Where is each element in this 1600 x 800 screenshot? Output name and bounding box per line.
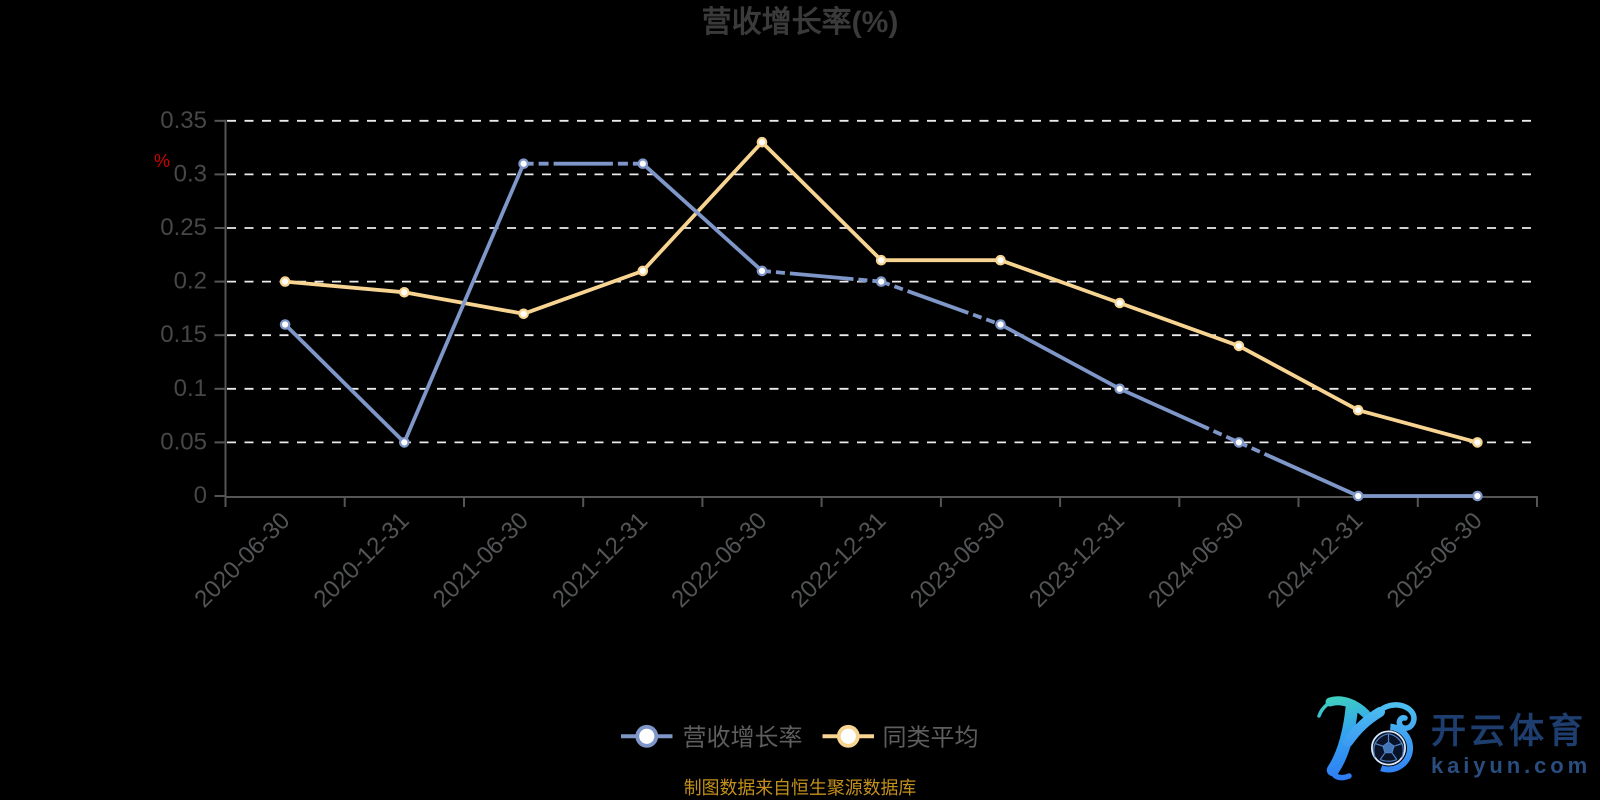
- svg-text:0.1: 0.1: [174, 375, 207, 402]
- svg-text:开云体育: 开云体育: [1431, 712, 1587, 751]
- svg-text:0.25: 0.25: [160, 214, 207, 241]
- svg-text:%: %: [154, 151, 170, 171]
- svg-text:0: 0: [194, 482, 207, 509]
- svg-text:0.35: 0.35: [160, 107, 207, 134]
- svg-text:同类平均: 同类平均: [883, 724, 979, 751]
- svg-text:0.3: 0.3: [174, 160, 207, 187]
- svg-text:制图数据来自恒生聚源数据库: 制图数据来自恒生聚源数据库: [684, 778, 917, 798]
- svg-text:0.2: 0.2: [174, 268, 207, 295]
- svg-text:0.05: 0.05: [160, 428, 207, 455]
- svg-text:0.15: 0.15: [160, 321, 207, 348]
- svg-text:营收增长率: 营收增长率: [683, 724, 803, 751]
- svg-text:kaiyun.com: kaiyun.com: [1431, 753, 1591, 778]
- svg-text:营收增长率(%): 营收增长率(%): [702, 6, 899, 39]
